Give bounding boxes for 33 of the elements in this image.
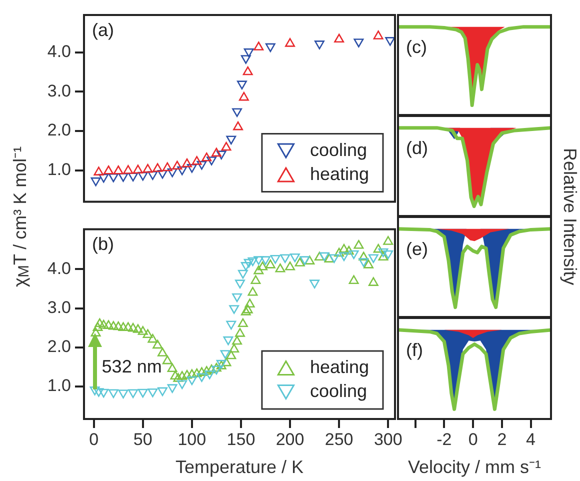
x-axis-title: Velocity / mm s⁻¹	[408, 457, 542, 478]
y-tick-label: 1.0	[47, 376, 71, 396]
legend-label: cooling	[310, 380, 367, 401]
y-tick-label: 1.0	[47, 160, 71, 180]
y-tick-label: 3.0	[47, 298, 71, 317]
y-tick-label: 4.0	[47, 42, 71, 62]
y-tick-label: 3.0	[47, 81, 71, 100]
legend-label: cooling	[310, 140, 367, 160]
annotation: (a)	[92, 20, 114, 40]
annotation: (e)	[406, 238, 428, 259]
x-tick-label: 50	[133, 430, 152, 449]
annotation: (b)	[92, 234, 114, 254]
y-tick-label: 4.0	[47, 258, 71, 278]
x-tick-label: 300	[374, 430, 402, 449]
x-tick-label: 2	[497, 430, 507, 449]
x-tick-label: 0	[89, 430, 99, 449]
x-tick-label: 250	[324, 430, 354, 449]
y-axis-title: Relative Intensity	[559, 147, 580, 288]
x-tick-label: 0	[468, 430, 478, 449]
y-tick-label: 2.0	[47, 120, 71, 140]
annotation: (d)	[406, 138, 428, 158]
x-tick-label: 100	[178, 430, 206, 449]
annotation: 532 nm	[102, 356, 162, 376]
x-axis-title: Temperature / K	[175, 457, 304, 478]
y-tick-label: 2.0	[47, 337, 71, 356]
legend-label: heating	[310, 164, 370, 184]
x-tick-label: -2	[436, 430, 452, 449]
x-tick-label: 150	[226, 430, 256, 449]
x-tick-label: 200	[276, 430, 304, 449]
x-tick-label: 4	[526, 430, 536, 449]
annotation: (f)	[406, 340, 423, 360]
legend-label: heating	[310, 356, 370, 377]
annotation: (c)	[406, 36, 427, 57]
